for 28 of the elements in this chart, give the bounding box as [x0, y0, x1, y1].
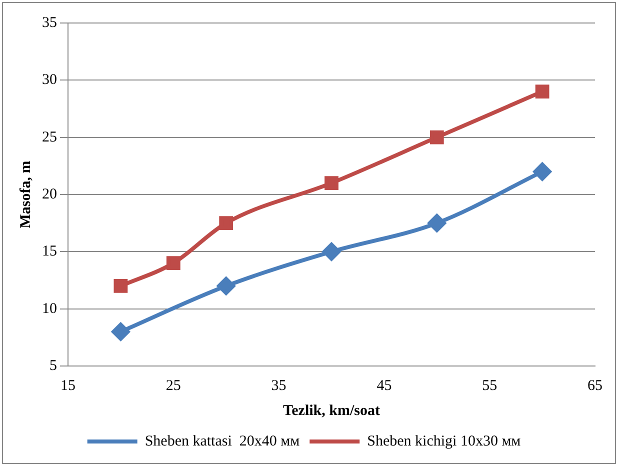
y-tick-label: 30: [42, 72, 57, 88]
y-tick-label: 15: [42, 244, 57, 260]
point: [217, 276, 236, 295]
point: [112, 322, 130, 341]
y-tick-label: 25: [42, 129, 57, 146]
point: [114, 279, 128, 293]
y-tick-label: 5: [50, 358, 57, 374]
point: [430, 130, 444, 144]
point: [322, 242, 340, 261]
point: [535, 84, 550, 99]
x-tick-label: 35: [271, 378, 286, 394]
point: [428, 214, 446, 232]
point: [219, 216, 234, 230]
y-tick-label: 10: [42, 300, 57, 317]
y-tick-label: 35: [42, 14, 57, 31]
point: [533, 162, 552, 181]
x-tick-label: 65: [588, 378, 602, 394]
x-tick-label: 45: [376, 378, 392, 394]
point: [166, 256, 180, 270]
x-tick-label: 55: [482, 378, 498, 394]
legend-label: Sheben kichigi 10x30 мм: [367, 433, 522, 450]
point: [324, 176, 338, 190]
y-tick-label: 20: [42, 186, 57, 202]
y-axis-title: Masofa, m: [18, 160, 34, 228]
x-tick-label: 25: [166, 378, 181, 394]
legend-label: Sheben kattasi 20x40 мм: [144, 433, 300, 450]
x-tick-label: 15: [60, 378, 76, 394]
x-axis-title: Tezlik, km/soat: [283, 402, 380, 419]
